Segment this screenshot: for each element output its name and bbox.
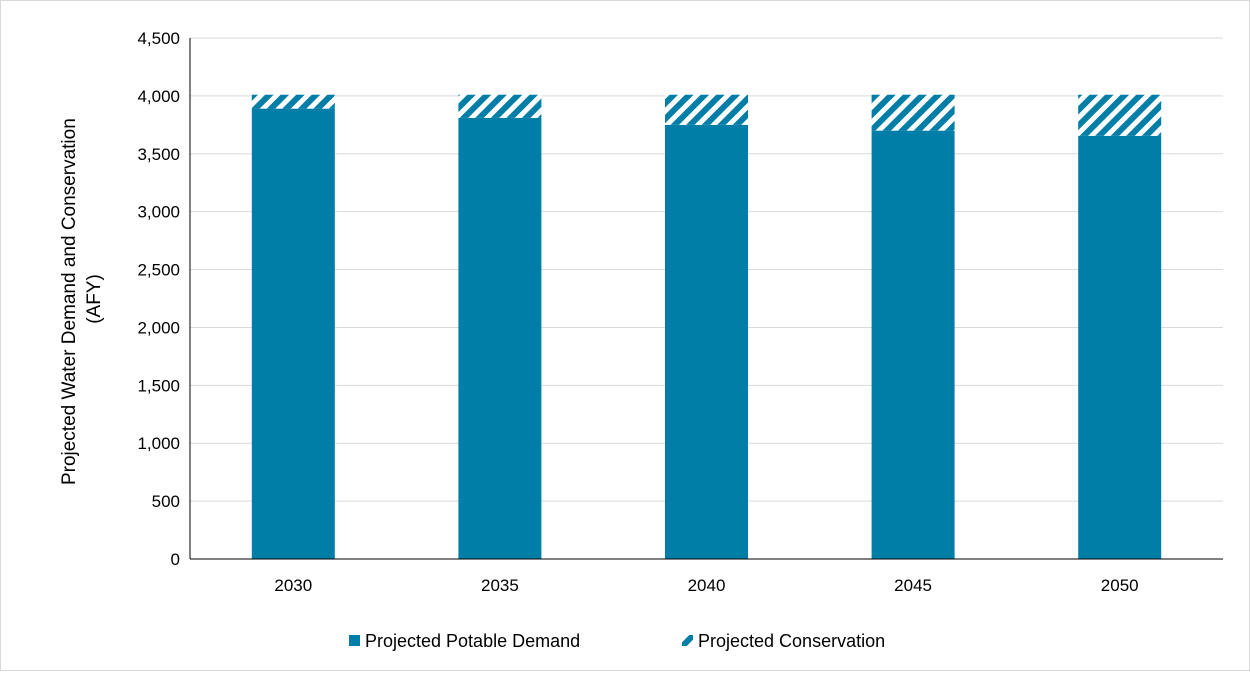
bar-potable-demand-2030 — [251, 108, 335, 559]
y-tick-label: 1,500 — [137, 376, 180, 395]
y-tick-label: 500 — [152, 492, 180, 511]
legend: Projected Potable Demand Projected Conse… — [349, 631, 885, 651]
legend-label-conservation: Projected Conservation — [698, 631, 885, 651]
legend-swatch-conservation — [682, 635, 693, 646]
bar-potable-demand-2035 — [458, 117, 542, 560]
y-tick-labels: 0 500 1,000 1,500 2,000 2,500 3,000 3,500 4,000 4… — [137, 29, 180, 569]
bar-potable-demand-2040 — [665, 124, 748, 559]
bar-conservation-2035 — [458, 94, 542, 118]
y-tick-label: 3,500 — [137, 145, 180, 164]
bar-conservation-2050 — [1078, 94, 1162, 136]
x-tick-label: 2045 — [894, 576, 932, 595]
bar-conservation-2045 — [871, 94, 955, 131]
legend-label-potable-demand: Projected Potable Demand — [365, 631, 580, 651]
bars — [251, 94, 1162, 560]
x-tick-label: 2050 — [1101, 576, 1139, 595]
y-tick-label: 4,500 — [137, 29, 180, 48]
x-tick-label: 2030 — [274, 576, 312, 595]
axes — [189, 38, 1223, 560]
y-axis-label-line-2: (AFY) — [84, 274, 105, 324]
y-tick-label: 2,500 — [137, 261, 180, 280]
bar-potable-demand-2050 — [1078, 135, 1162, 560]
y-axis-label-line-1: Projected Water Demand and Conservation — [59, 118, 80, 485]
x-tick-label: 2040 — [688, 576, 726, 595]
bar-conservation-2040 — [665, 94, 748, 125]
y-axis-label: Projected Water Demand and Conservation … — [59, 113, 105, 485]
bar-conservation-2030 — [251, 94, 335, 109]
bar-potable-demand-2045 — [871, 130, 955, 559]
y-tick-label: 4,000 — [137, 87, 180, 106]
legend-swatch-potable-demand — [349, 635, 360, 646]
y-tick-label: 0 — [171, 550, 180, 569]
x-tick-label: 2035 — [481, 576, 519, 595]
x-tick-labels: 2030 2035 2040 2045 2050 — [274, 576, 1138, 595]
y-tick-label: 3,000 — [137, 203, 180, 222]
y-tick-label: 2,000 — [137, 318, 180, 337]
y-tick-label: 1,000 — [137, 434, 180, 453]
